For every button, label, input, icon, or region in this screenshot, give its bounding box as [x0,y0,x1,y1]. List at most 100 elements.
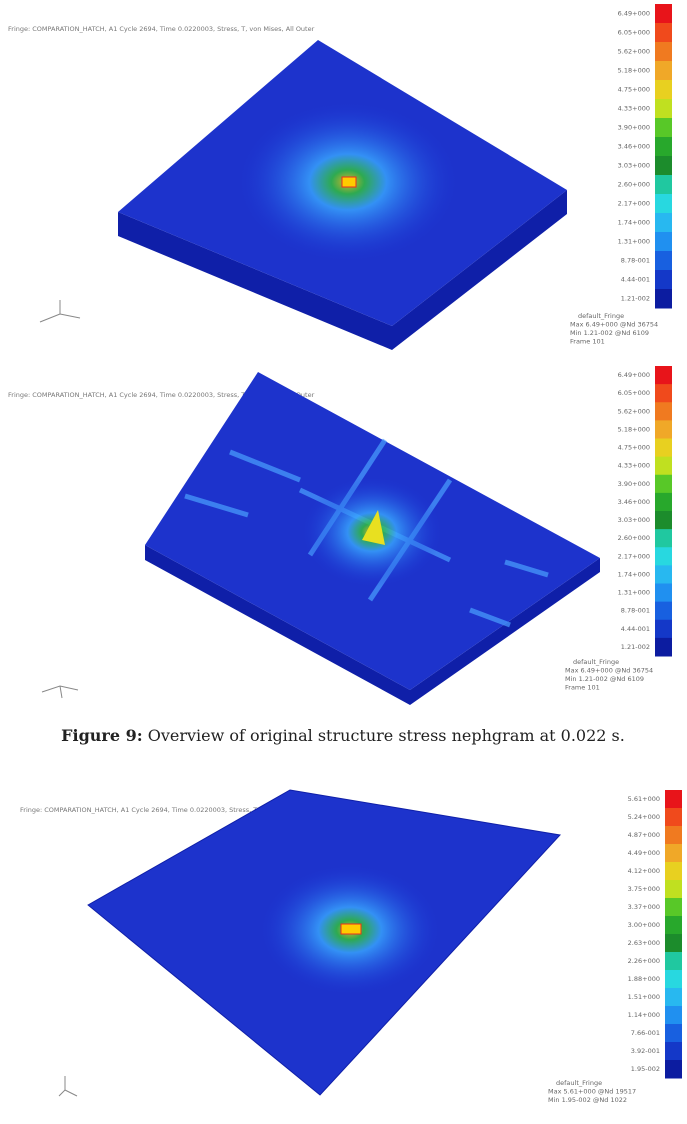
legend-label: 1.74+000 [618,570,650,578]
legend-label: 1.31+000 [618,589,650,597]
color-swatch [655,289,672,309]
legend-label: 2.17+000 [618,200,650,208]
color-swatch [665,970,682,989]
fringe-info: default_Fringe [578,312,624,320]
legend-label: 8.78-001 [621,607,650,615]
color-swatch [655,638,672,657]
color-swatch [655,439,672,458]
axis-triad [59,1076,77,1096]
color-swatch [665,826,682,845]
color-swatch [655,511,672,530]
color-swatch [665,808,682,827]
legend: 6.49+000 6.05+000 5.62+000 5.18+000 4.75+000… [570,4,672,346]
legend-label: 2.26+000 [628,957,660,965]
legend-label: 4.44-001 [621,276,650,284]
legend-label: 5.18+000 [618,67,650,75]
legend-label: 1.51+000 [628,993,660,1001]
legend-label: 3.75+000 [628,885,660,893]
fringe-info: Max 5.61+000 @Nd 19517 [548,1088,636,1096]
legend-label: 3.90+000 [618,124,650,132]
color-swatch [655,475,672,494]
color-swatch [655,384,672,403]
legend-label: 1.74+000 [618,219,650,227]
legend-label: 1.21-002 [621,643,650,651]
legend-label: 3.03+000 [618,162,650,170]
caption-label: Figure 9: [61,726,142,745]
color-swatch [655,565,672,584]
color-swatch [655,402,672,421]
color-swatch [655,620,672,639]
caption: Figure 9: Overview of original structure… [61,726,625,745]
color-swatch [655,213,672,233]
color-swatch [665,844,682,863]
color-swatch [665,862,682,881]
legend-label: 3.92-001 [631,1047,660,1055]
legend-label: 1.21-002 [621,295,650,303]
legend-label: 4.33+000 [618,462,650,470]
color-swatch [655,175,672,195]
legend: 5.61+0005.24+0004.87+0004.49+0004.12+000… [548,790,682,1104]
fringe-info: Frame 101 [565,684,600,692]
color-swatch [655,99,672,119]
legend-label: 6.49+000 [618,10,650,18]
panel-header: Fringe: COMPARATION_HATCH, A1 Cycle 2694… [8,25,315,33]
legend-label: 6.49+000 [618,371,650,379]
color-swatch [655,584,672,603]
color-swatch [665,1024,682,1043]
color-swatch [655,493,672,512]
color-swatch [665,952,682,971]
fringe-info: default_Fringe [573,658,619,666]
axis-triad [42,686,78,698]
legend-label: 2.17+000 [618,552,650,560]
color-swatch [665,898,682,917]
axis-triad [40,300,80,322]
legend-label: 5.61+000 [628,795,660,803]
fringe-info: Frame 101 [570,338,605,346]
fringe-info: Max 6.49+000 @Nd 36754 [565,667,653,675]
legend-label: 5.18+000 [618,425,650,433]
color-swatch [665,988,682,1007]
color-swatch [665,1006,682,1025]
color-swatch [655,23,672,43]
legend-label: 5.24+000 [628,813,660,821]
legend-label: 4.87+000 [628,831,660,839]
legend-label: 2.60+000 [618,181,650,189]
legend-label: 7.66-001 [631,1029,660,1037]
legend-label: 4.75+000 [618,86,650,94]
legend-label: 3.90+000 [618,480,650,488]
color-swatch [655,137,672,157]
page: Fringe: COMPARATION_HATCH, A1 Cycle 2694… [0,0,687,1124]
legend-label: 2.63+000 [628,939,660,947]
color-swatch [655,4,672,24]
panel-1: Fringe: COMPARATION_HATCH, A1 Cycle 2694… [8,4,672,350]
color-swatch [665,880,682,899]
color-swatch [655,529,672,548]
panel-3: Fringe: COMPARATION_HATCH, A1 Cycle 2694… [20,790,682,1104]
hotspot [342,177,356,187]
legend-label: 1.95-002 [631,1065,660,1073]
caption-text: Overview of original structure stress ne… [148,726,625,745]
color-swatch [655,118,672,138]
legend-label: 6.05+000 [618,389,650,397]
legend-label: 3.03+000 [618,516,650,524]
legend-label: 5.62+000 [618,48,650,56]
color-swatch [655,61,672,81]
color-swatch [655,457,672,476]
legend-label: 1.88+000 [628,975,660,983]
color-swatch [655,251,672,271]
legend-label: 4.49+000 [628,849,660,857]
color-swatch [665,934,682,953]
legend-label: 4.44-001 [621,625,650,633]
color-swatch [655,547,672,566]
fringe-info: Min 1.95-002 @Nd 1022 [548,1096,627,1104]
legend-label: 5.62+000 [618,407,650,415]
legend-label: 3.37+000 [628,903,660,911]
color-swatch [665,790,682,809]
color-swatch [655,270,672,290]
color-swatch [665,1060,682,1079]
hotspot [341,924,361,934]
legend-label: 3.46+000 [618,498,650,506]
legend-label: 2.60+000 [618,534,650,542]
color-swatch [665,916,682,935]
legend-label: 6.05+000 [618,29,650,37]
